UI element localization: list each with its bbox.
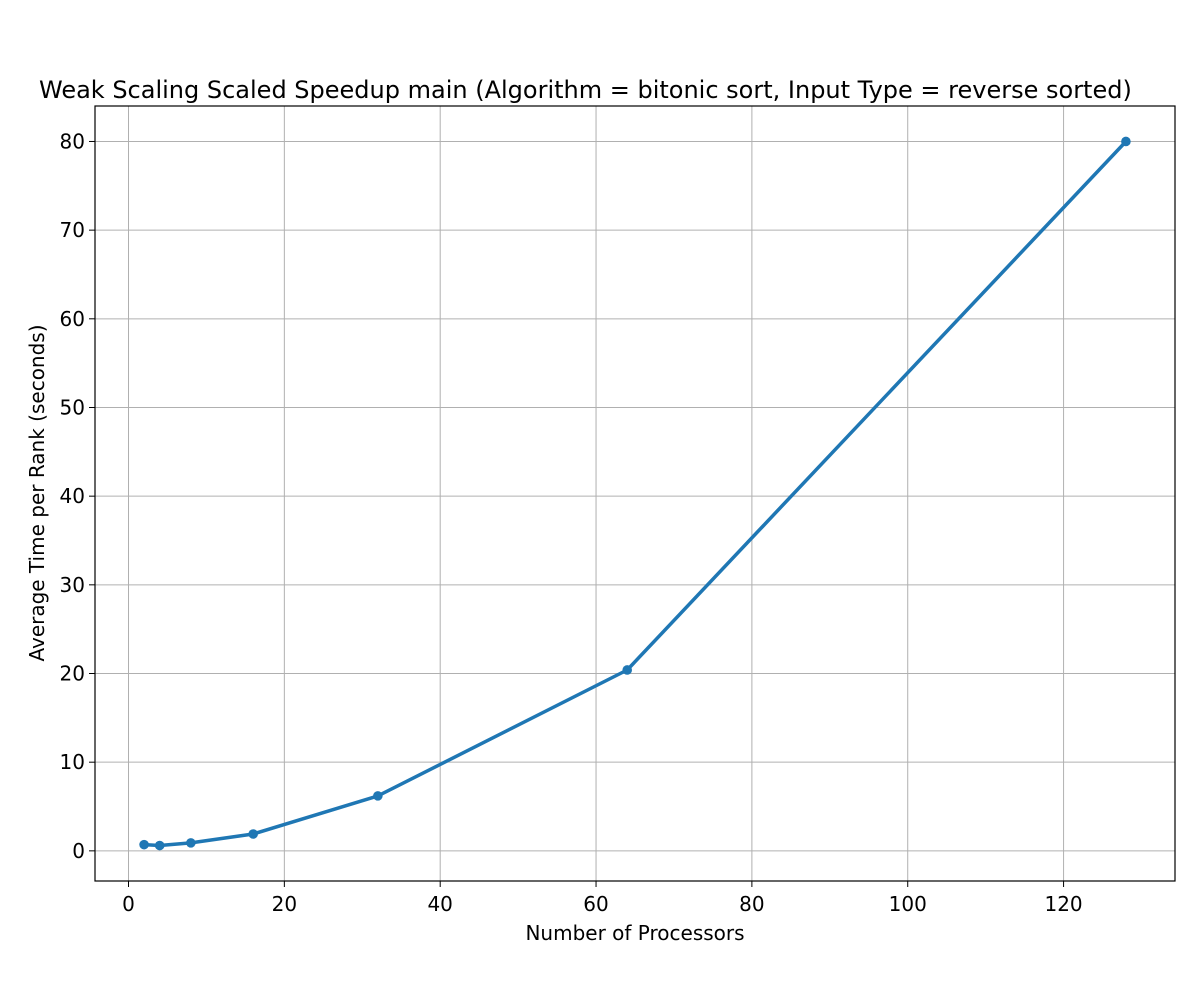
- y-axis-label: Average Time per Rank (seconds): [25, 324, 49, 661]
- x-tick-label: 100: [889, 892, 927, 916]
- chart-title: Weak Scaling Scaled Speedup main (Algori…: [39, 76, 1132, 104]
- y-tick-label: 30: [60, 573, 85, 597]
- data-point: [373, 791, 383, 801]
- y-tick-label: 0: [72, 839, 85, 863]
- x-tick-label: 80: [739, 892, 764, 916]
- x-axis-label: Number of Processors: [525, 921, 744, 945]
- data-point: [139, 839, 149, 850]
- x-tick-label: 20: [272, 892, 297, 916]
- data-point: [1121, 136, 1131, 147]
- data-point: [248, 829, 258, 839]
- data-point: [186, 838, 196, 848]
- series-line: [142, 139, 1128, 848]
- y-tick-label: 80: [60, 129, 85, 153]
- plot-frame: [94, 105, 1176, 882]
- grid: [95, 106, 1175, 881]
- y-tick-label: 60: [60, 307, 85, 331]
- x-tick-label: 0: [122, 892, 135, 916]
- series-layer: [139, 136, 1131, 851]
- y-tick-label: 10: [60, 750, 85, 774]
- y-tick-label: 70: [60, 218, 85, 242]
- ticks: 0 20 40 60 80 100 120 0 10 20 30 40 50 60 70 80: [60, 129, 1083, 916]
- data-point: [622, 665, 633, 675]
- y-tick-label: 40: [60, 484, 85, 508]
- x-tick-label: 40: [427, 892, 452, 916]
- x-tick-label: 60: [583, 892, 608, 916]
- data-point: [154, 840, 165, 851]
- y-tick-label: 20: [60, 662, 85, 686]
- y-tick-label: 50: [60, 395, 85, 419]
- x-tick-label: 120: [1044, 892, 1082, 916]
